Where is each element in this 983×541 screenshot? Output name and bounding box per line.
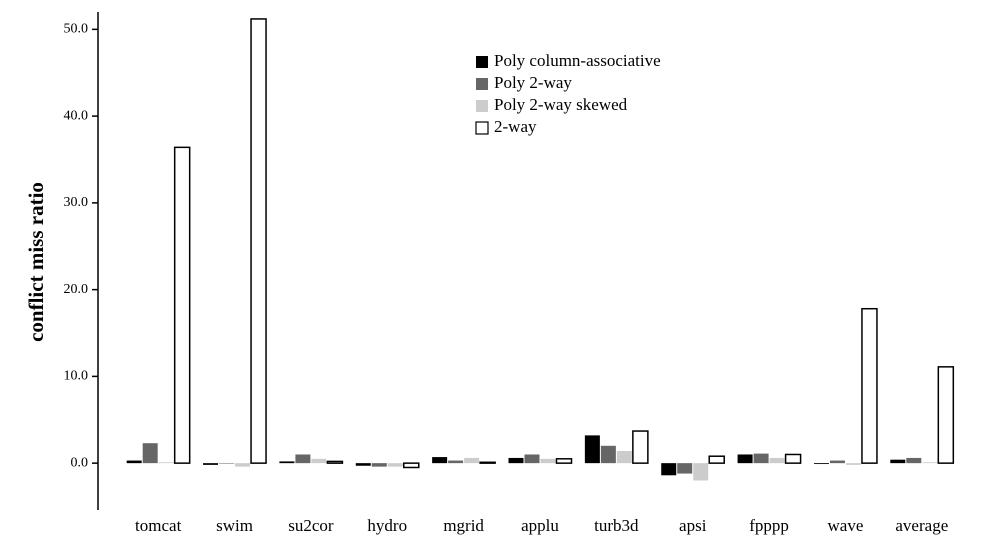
bar [203,463,219,465]
legend-swatch [475,121,489,135]
bar [845,463,861,465]
legend-swatch [476,56,488,68]
legend-label: Poly 2-way skewed [494,95,628,114]
y-tick-label: 10.0 [64,369,89,384]
bar [479,461,496,464]
bar [173,146,191,464]
bar [403,462,420,469]
bar [632,430,649,464]
y-tick-label: 20.0 [64,282,89,297]
bar [890,459,906,464]
x-tick-label: apsi [679,516,707,535]
legend-label: 2-way [494,117,537,136]
y-tick-label: 40.0 [64,108,89,123]
legend-swatch [476,78,488,90]
bar [432,457,448,464]
bar [371,463,387,467]
bar [524,454,540,464]
bar [295,454,311,464]
bar [448,460,464,464]
bar [829,460,845,464]
legend-swatch [476,100,488,112]
x-tick-label: tomcat [135,516,182,535]
bar [584,435,600,464]
bar [142,443,158,464]
bar [753,453,769,464]
bar [769,457,785,464]
x-tick-label: mgrid [443,516,484,535]
bar [906,457,922,464]
y-tick-label: 30.0 [64,195,89,210]
bar [737,454,753,464]
bar [235,463,251,467]
bar [355,463,371,466]
x-tick-label: swim [216,516,253,535]
x-tick-label: wave [828,516,864,535]
x-tick-label: applu [521,516,559,535]
y-tick-label: 50.0 [64,22,89,37]
bar [219,463,235,464]
bar [922,462,938,464]
bar [861,307,878,464]
bar [126,460,142,464]
bar [616,451,632,464]
bar [540,458,556,464]
bar [158,462,174,464]
bar [508,457,524,464]
bar [464,457,480,464]
bar [326,460,344,464]
bar [937,366,955,464]
bar [784,453,802,464]
bar [693,463,709,481]
x-tick-label: su2cor [288,516,334,535]
legend-label: Poly 2-way [494,73,572,92]
bar [387,463,403,467]
y-axis-label: conflict miss ratio [24,182,48,342]
bar [677,463,693,474]
x-tick-label: hydro [367,516,407,535]
bar [661,463,677,476]
x-tick-label: fpppp [749,516,789,535]
bar [250,18,267,464]
bar [708,455,725,464]
y-tick-label: 0.0 [71,455,89,470]
x-tick-label: average [895,516,948,535]
bar [555,458,573,464]
bar [311,458,327,464]
bar [279,461,295,464]
bar [600,445,616,464]
legend-label: Poly column-associative [494,51,661,70]
x-tick-label: turb3d [594,516,639,535]
bar [813,463,829,465]
